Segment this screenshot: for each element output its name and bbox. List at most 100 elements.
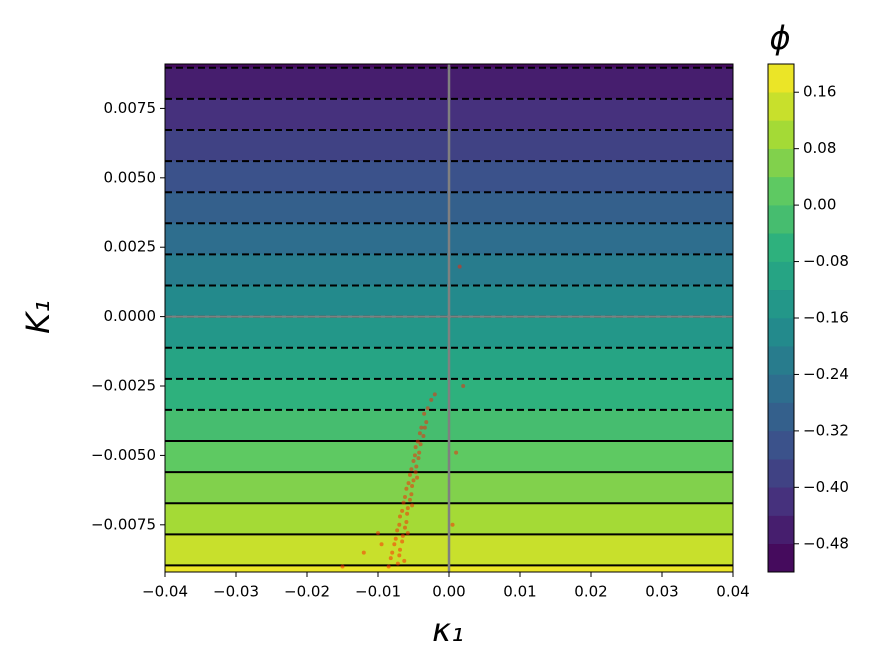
scatter-point bbox=[405, 511, 410, 516]
scatter-point bbox=[454, 450, 459, 455]
colorbar-band bbox=[767, 148, 795, 178]
scatter-point bbox=[417, 431, 422, 436]
x-tick-label: −0.03 bbox=[213, 583, 259, 601]
scatter-point bbox=[418, 442, 423, 447]
colorbar-band bbox=[767, 91, 795, 121]
scatter-point bbox=[397, 522, 402, 527]
colorbar-band bbox=[767, 120, 795, 149]
scatter-point bbox=[461, 384, 466, 389]
scatter-point bbox=[421, 433, 426, 438]
colorbar-band bbox=[767, 233, 795, 262]
x-tick-label: −0.04 bbox=[142, 583, 188, 601]
x-tick-label: −0.02 bbox=[284, 583, 330, 601]
colorbar-band bbox=[767, 543, 795, 573]
scatter-point bbox=[405, 506, 410, 511]
scatter-point bbox=[340, 564, 345, 569]
colorbar-band bbox=[767, 289, 795, 319]
scatter-point bbox=[395, 528, 400, 533]
colorbar-band bbox=[767, 63, 795, 93]
scatter-point bbox=[424, 420, 429, 425]
y-axis-label: K₁ bbox=[19, 300, 57, 334]
x-tick-label: −0.01 bbox=[355, 583, 401, 601]
y-tick-label: −0.0050 bbox=[91, 446, 156, 464]
scatter-point bbox=[398, 514, 403, 519]
colorbar-tick-label: −0.24 bbox=[803, 365, 849, 383]
scatter-point bbox=[419, 425, 424, 430]
colorbar-band bbox=[767, 515, 795, 545]
colorbar-title: ϕ bbox=[769, 19, 790, 57]
colorbar-band bbox=[767, 261, 795, 291]
colorbar-tick-label: −0.16 bbox=[803, 309, 849, 327]
x-tick-label: 0.02 bbox=[574, 583, 607, 601]
scatter-point bbox=[400, 539, 405, 544]
scatter-point bbox=[402, 525, 407, 530]
scatter-point bbox=[402, 495, 407, 500]
scatter-point bbox=[413, 470, 418, 475]
scatter-point bbox=[400, 508, 405, 513]
colorbar-tick-label: −0.08 bbox=[803, 252, 849, 270]
scatter-point bbox=[422, 411, 427, 416]
contour-band bbox=[165, 64, 733, 69]
scatter-point bbox=[411, 478, 416, 483]
colorbar-tick-label: −0.40 bbox=[803, 478, 849, 496]
scatter-point bbox=[393, 536, 398, 541]
colorbar-band bbox=[767, 487, 795, 516]
scatter-point bbox=[407, 472, 412, 477]
colorbar-band bbox=[767, 374, 795, 403]
scatter-point bbox=[414, 464, 419, 469]
scatter-point bbox=[410, 503, 415, 508]
scatter-point bbox=[411, 458, 416, 463]
scatter-point bbox=[432, 392, 437, 397]
scatter-point bbox=[422, 425, 427, 430]
scatter-point bbox=[386, 564, 391, 569]
scatter-point bbox=[405, 531, 410, 536]
scatter-point bbox=[407, 497, 412, 502]
scatter-point bbox=[388, 556, 393, 561]
colorbar-band bbox=[767, 176, 795, 206]
colorbar-tick-label: 0.16 bbox=[803, 83, 836, 101]
scatter-point bbox=[404, 520, 409, 525]
scatter-point bbox=[416, 456, 421, 461]
y-tick-label: 0.0075 bbox=[104, 99, 157, 117]
scatter-point bbox=[410, 483, 415, 488]
scatter-point bbox=[429, 397, 434, 402]
scatter-point bbox=[392, 542, 397, 547]
scatter-point bbox=[401, 500, 406, 505]
scatter-point bbox=[400, 533, 405, 538]
scatter-point bbox=[379, 542, 384, 547]
scatter-point bbox=[390, 550, 395, 555]
scatter-point bbox=[457, 264, 462, 269]
colorbar-band bbox=[767, 430, 795, 460]
scatter-point bbox=[412, 453, 417, 458]
scatter-point bbox=[395, 561, 400, 566]
colorbar-band bbox=[767, 458, 795, 488]
scatter-point bbox=[376, 531, 380, 536]
y-tick-label: 0.0000 bbox=[104, 307, 157, 325]
colorbar-band bbox=[767, 317, 795, 347]
x-tick-label: 0.00 bbox=[432, 583, 465, 601]
scatter-point bbox=[409, 492, 414, 497]
scatter-point bbox=[404, 486, 409, 491]
scatter-point bbox=[397, 553, 402, 558]
x-tick-label: 0.04 bbox=[716, 583, 749, 601]
colorbar-tick-label: −0.48 bbox=[803, 534, 849, 552]
scatter-point bbox=[406, 481, 411, 486]
colorbar-tick-label: 0.00 bbox=[803, 196, 836, 214]
scatter-point bbox=[417, 450, 422, 455]
scatter-point bbox=[398, 547, 403, 552]
colorbar-tick-label: −0.32 bbox=[803, 421, 849, 439]
x-tick-label: 0.03 bbox=[645, 583, 678, 601]
y-tick-label: 0.0050 bbox=[104, 168, 157, 186]
x-axis-label: κ₁ bbox=[432, 611, 464, 649]
scatter-point bbox=[402, 558, 407, 563]
scatter-point bbox=[415, 475, 420, 480]
colorbar-tick-label: 0.08 bbox=[803, 139, 836, 157]
scatter-point bbox=[450, 522, 455, 527]
y-tick-label: −0.0025 bbox=[91, 377, 156, 395]
y-tick-label: −0.0075 bbox=[91, 515, 156, 533]
colorbar-band bbox=[767, 345, 795, 375]
scatter-point bbox=[413, 445, 418, 450]
x-tick-label: 0.01 bbox=[503, 583, 536, 601]
scatter-point bbox=[409, 467, 414, 472]
